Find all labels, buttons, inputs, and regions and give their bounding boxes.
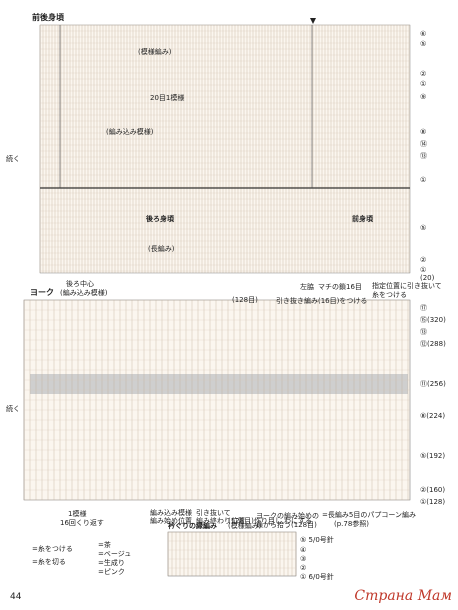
edge-row: ① 6/0号針 (300, 573, 334, 581)
repeat-16: 16回くり返す (60, 519, 104, 527)
front-label: 前身頃 (352, 215, 373, 223)
knit-in-end: 編み終わり位置 (196, 517, 245, 525)
row-label: ②(160) (420, 486, 446, 494)
count-20: 20目1模様 (150, 94, 185, 102)
row-label: ⑭ (420, 140, 427, 148)
pattern-label-2: (編み込み模様) (106, 128, 154, 136)
row-label: ① (420, 80, 427, 88)
back-label: 後ろ身頃 (146, 215, 174, 223)
yoke-pick2: 鎖から拾う(128目) (256, 521, 317, 529)
center-back: 後ろ中心 (66, 280, 94, 288)
edge-row: ③ (300, 555, 307, 563)
legend-color-1: =ベージュ (98, 550, 132, 558)
row-label: ⑤(192) (420, 452, 446, 460)
row-label: ⑤ (420, 40, 427, 48)
legend-color-3: =ピンク (98, 568, 125, 576)
body-grid (39, 24, 411, 274)
edge-label: 衿ぐりの縁編み (168, 522, 217, 530)
yoke-pick: ヨークの編み始めの (256, 512, 319, 520)
knit-in-start: 編み込み模様 (150, 509, 192, 517)
yoke-note-1: 引き抜き編み(16目)をつける (276, 297, 368, 305)
yoke-title: ヨーク (30, 288, 54, 297)
body-left-mark: 続く (6, 155, 20, 163)
repeat-1: 1模様 (68, 510, 87, 518)
row-label: ⑧(224) (420, 412, 446, 420)
row-label: ⑮(320) (420, 316, 446, 324)
legend-cut: =糸を切る (32, 558, 66, 566)
row-label: ①(128) (420, 498, 446, 506)
pattern-label: (模様編み) (138, 48, 172, 56)
row-label: ⑤ (420, 224, 427, 232)
yoke-note-4: 左脇 (300, 283, 314, 291)
row-label: (20) (420, 274, 435, 282)
legend-color-0: =茶 (98, 541, 111, 549)
row-label: ⑨ (420, 93, 427, 101)
row-label: ⑧ (420, 128, 427, 136)
row-label: ② (420, 70, 427, 78)
popcorn-ref: (p.78参照) (334, 520, 370, 528)
count-128: (128目) (232, 296, 258, 304)
watermark-logo: Страна Мам (354, 588, 452, 604)
edge-row: ④ (300, 546, 307, 554)
back-sub: (長編み) (148, 245, 175, 253)
page-number: 44 (10, 592, 22, 602)
row-label: ⑥ (420, 30, 427, 38)
knit-in-pos: 編み始め位置 (150, 517, 192, 525)
popcorn: =長編み5目のパプコーン編み (322, 511, 416, 519)
yoke-band (30, 374, 408, 394)
edge-sub: (模様編み) (228, 522, 262, 530)
row-label: ⑰ (420, 304, 427, 312)
yoke-note-3: 糸をつける (372, 291, 407, 299)
knit-in-end2: (128目)作り目し,わにする (228, 517, 313, 525)
yoke-note-5: マチの鎖16目 (318, 283, 362, 291)
row-label: ⑫(288) (420, 340, 446, 348)
row-label: ⑪(256) (420, 380, 446, 388)
row-label: ⑬ (420, 328, 427, 336)
row-label: ② (420, 256, 427, 264)
legend-color-2: =生成り (98, 559, 125, 567)
knit-in-pos2: 引き抜いて (196, 509, 231, 517)
row-label: ① (420, 176, 427, 184)
row-label: ⑬ (420, 152, 427, 160)
yoke-sub: (編み込み模様) (60, 289, 108, 297)
yoke-note-2: 指定位置に引き抜いて (372, 282, 442, 290)
edge-row: ② (300, 564, 307, 572)
edge-row: ⑤ 5/0号針 (300, 536, 334, 544)
body-title: 前後身頃 (32, 13, 64, 22)
row-label: ① (420, 266, 427, 274)
legend-attach: =糸をつける (32, 545, 73, 553)
cut-marker (310, 18, 316, 24)
yoke-left-mark: 続く (6, 405, 20, 413)
